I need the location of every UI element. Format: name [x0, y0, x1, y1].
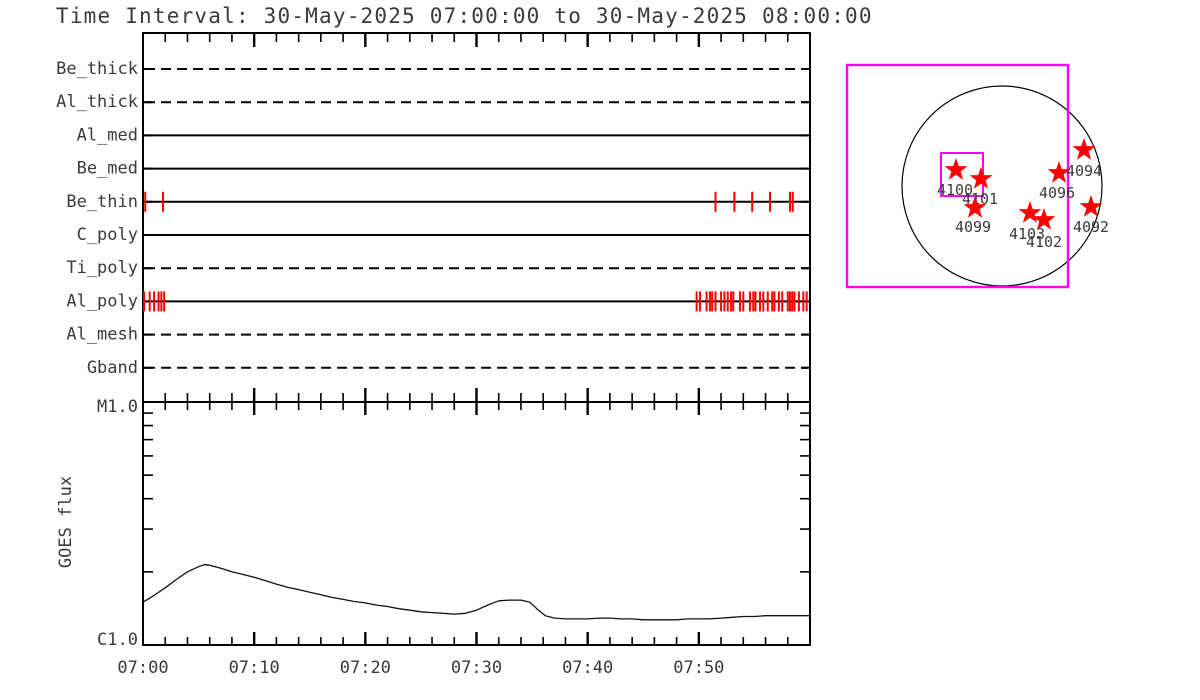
active-region-label: 4103: [1009, 225, 1045, 243]
filter-row-Gband: Gband: [87, 358, 809, 378]
goes-xtick-label: 07:10: [229, 658, 280, 678]
active-region-label: 4096: [1039, 184, 1075, 202]
goes-ytick-label: C1.0: [97, 630, 138, 650]
filter-row-label: Gband: [87, 358, 138, 378]
active-region-star: [944, 158, 968, 180]
active-region-star: [1072, 138, 1096, 160]
filter-row-label: C_poly: [77, 225, 138, 245]
goes-xtick-label: 07:40: [562, 658, 613, 678]
goes-xtick-label: 07:50: [673, 658, 724, 678]
filter-row-label: Al_mesh: [66, 325, 138, 345]
active-region-label: 4101: [962, 190, 998, 208]
figure-title: Time Interval: 30-May-2025 07:00:00 to 3…: [56, 4, 873, 28]
filter-row-C_poly: C_poly: [77, 225, 809, 245]
filter-row-Be_med: Be_med: [77, 159, 809, 179]
goes-ytick-label: M1.0: [97, 397, 138, 417]
exposure-ticks: [144, 191, 794, 212]
filter-row-label: Al_med: [77, 125, 138, 145]
filter-row-label: Ti_poly: [66, 258, 138, 278]
active-region-label: 4102: [1026, 233, 1062, 251]
active-region-4100: 4100: [937, 158, 973, 199]
goes-ylabel: GOES flux: [56, 476, 76, 568]
active-region-4102: 4102: [1026, 208, 1062, 251]
goes-y-minor-ticks: [144, 412, 809, 573]
goes-flux-curve: [142, 564, 810, 621]
goes-x-ticks: [164, 403, 789, 644]
timeline-x-ticks: [164, 34, 789, 401]
active-region-label: 4100: [937, 181, 973, 199]
filter-row-Be_thin: Be_thin: [66, 191, 809, 212]
active-region-star: [1079, 195, 1103, 217]
active-region-4103: 4103: [1009, 201, 1045, 243]
goes-xtick-label: 07:30: [451, 658, 502, 678]
timeline-panel-border: [142, 32, 811, 403]
active-region-star: [1032, 208, 1056, 230]
active-region-4092: 4092: [1073, 195, 1109, 236]
active-region-star: [1018, 201, 1042, 223]
filter-timeline-panel: Be_thick Al_thick Al_med Be_med Be_thin C_pol…: [56, 32, 811, 403]
goes-flux-panel: M1.0 C1.0 07:00 07:10 07:20 07:30 07:40 07:50 GO…: [56, 397, 811, 678]
goes-panel-border: [142, 401, 811, 646]
filter-row-label: Al_poly: [66, 291, 138, 311]
filter-row-Al_poly: Al_poly: [66, 291, 809, 312]
filter-row-label: Be_med: [77, 159, 138, 179]
active-region-star: [963, 196, 987, 218]
active-region-label: 4099: [955, 218, 991, 236]
active-region-star: [969, 167, 993, 189]
active-region-4099: 4099: [955, 196, 991, 236]
active-region-label: 4094: [1066, 162, 1102, 180]
filter-row-Al_med: Al_med: [77, 125, 809, 145]
active-region-star: [1047, 161, 1071, 183]
filter-row-Be_thick: Be_thick: [56, 59, 809, 79]
goes-xtick-label: 07:00: [117, 658, 168, 678]
filter-row-label: Be_thick: [56, 59, 138, 79]
filter-row-label: Al_thick: [56, 92, 138, 112]
filter-row-Al_thick: Al_thick: [56, 92, 809, 112]
active-region-label: 4092: [1073, 218, 1109, 236]
active-region-4096: 4096: [1039, 161, 1075, 202]
fov-box: [845, 63, 1070, 289]
active-region-4101: 4101: [962, 167, 998, 208]
filter-row-label: Be_thin: [66, 192, 138, 212]
filter-row-Al_mesh: Al_mesh: [66, 325, 809, 345]
active-region-4094: 4094: [1066, 138, 1102, 180]
filter-row-Ti_poly: Ti_poly: [66, 258, 809, 278]
exposure-ticks: [143, 291, 808, 312]
goes-xtick-label: 07:20: [340, 658, 391, 678]
